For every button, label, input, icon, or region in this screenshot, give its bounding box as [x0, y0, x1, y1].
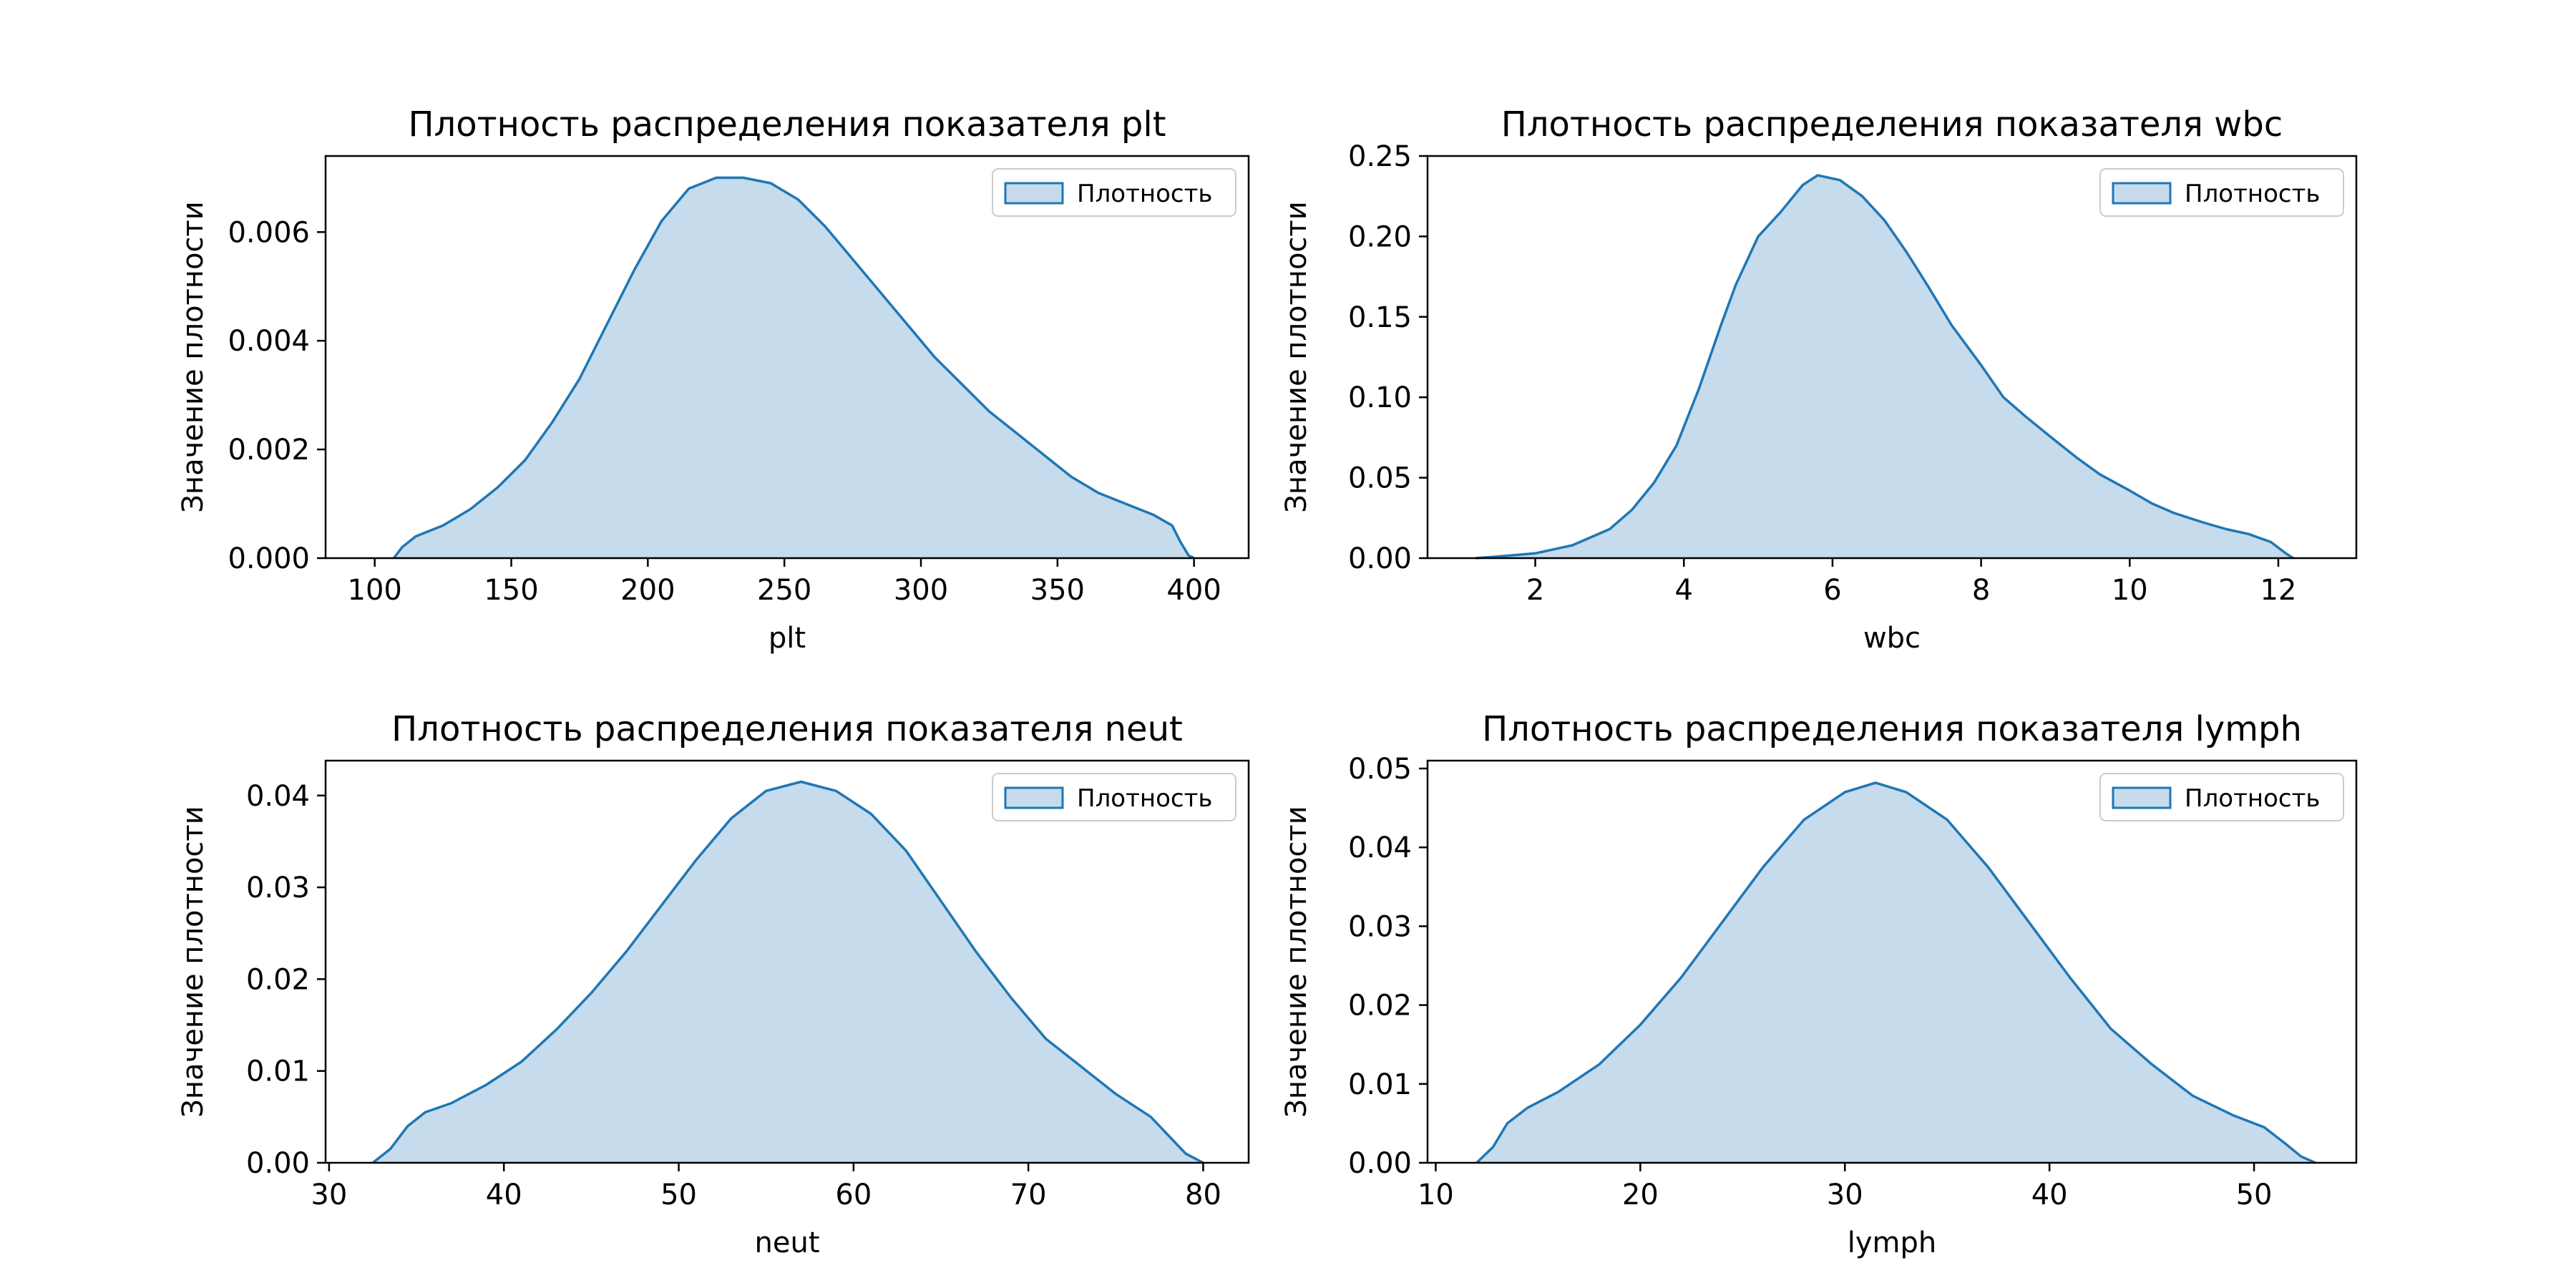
density-area — [1476, 782, 2316, 1163]
x-tick-label: 50 — [660, 1179, 697, 1211]
x-tick-label: 2 — [1526, 574, 1544, 607]
x-tick-label: 80 — [1185, 1179, 1221, 1211]
x-axis-label: lymph — [1848, 1226, 1937, 1259]
legend: Плотность — [992, 168, 1236, 217]
density-line — [371, 780, 1204, 1164]
y-axis-label: Значение плотности — [177, 806, 210, 1117]
legend: Плотность — [2099, 168, 2344, 217]
y-tick-label: 0.006 — [228, 216, 310, 249]
x-tick-label: 400 — [1166, 574, 1221, 607]
x-tick-label: 70 — [1010, 1179, 1047, 1211]
x-tick-label: 10 — [2112, 574, 2148, 607]
x-tick-label: 150 — [484, 574, 538, 607]
legend-swatch — [1004, 786, 1064, 809]
legend-swatch — [2112, 786, 2172, 809]
density-area — [394, 177, 1194, 558]
axes-frame — [1426, 759, 2358, 1164]
density-line — [1475, 781, 2316, 1164]
x-tick-label: 200 — [620, 574, 675, 607]
x-tick-label: 300 — [894, 574, 948, 607]
legend-label: Плотность — [2185, 784, 2320, 813]
legend-label: Плотность — [1077, 180, 1212, 208]
density-line — [1475, 174, 2294, 560]
y-tick-label: 0.03 — [1348, 910, 1412, 943]
x-tick-label: 4 — [1675, 574, 1693, 607]
x-tick-label: 100 — [348, 574, 402, 607]
y-tick-label: 0.20 — [1348, 220, 1412, 253]
y-tick-label: 0.15 — [1348, 301, 1412, 334]
x-tick-label: 50 — [2236, 1179, 2273, 1211]
y-tick-label: 0.05 — [1348, 753, 1412, 786]
y-tick-label: 0.02 — [246, 963, 310, 996]
x-axis-label: neut — [755, 1226, 820, 1259]
legend: Плотность — [2099, 773, 2344, 821]
y-tick-label: 0.04 — [246, 780, 310, 813]
chart-title: Плотность распределения показателя lymph — [1482, 709, 2302, 749]
y-axis-label: Значение плотности — [177, 201, 210, 512]
y-tick-label: 0.02 — [1348, 990, 1412, 1023]
x-tick-label: 250 — [757, 574, 811, 607]
y-tick-label: 0.03 — [246, 872, 310, 904]
x-tick-label: 8 — [1972, 574, 1990, 607]
x-tick-label: 40 — [486, 1179, 522, 1211]
chart-panel-1: 100 150 200 250 300 350 400 0.000 0.002 0.004 0.00… — [177, 104, 1250, 655]
density-area — [1475, 175, 2293, 558]
legend-label: Плотность — [2185, 180, 2320, 208]
density-area — [373, 781, 1204, 1163]
x-tick-label: 60 — [835, 1179, 872, 1211]
y-tick-label: 0.01 — [246, 1055, 310, 1088]
x-tick-label: 30 — [311, 1179, 347, 1211]
y-tick-label: 0.01 — [1348, 1068, 1412, 1101]
x-tick-label: 30 — [1827, 1179, 1863, 1211]
legend-swatch — [2112, 182, 2172, 205]
x-axis-label: wbc — [1863, 622, 1921, 655]
x-tick-label: 6 — [1823, 574, 1841, 607]
chart-panel-3: 30 40 50 60 70 80 0.00 0.01 0.02 0.03 0.04 Плотност… — [177, 709, 1250, 1259]
x-tick-label: 10 — [1418, 1179, 1454, 1211]
y-tick-label: 0.00 — [246, 1147, 310, 1180]
chart-title: Плотность распределения показателя neut — [391, 709, 1183, 749]
y-tick-label: 0.000 — [228, 542, 310, 575]
y-tick-label: 0.25 — [1348, 140, 1412, 173]
legend: Плотность — [992, 773, 1236, 821]
y-axis-label: Значение плотности — [1280, 806, 1313, 1117]
axes-frame — [324, 155, 1250, 560]
axes-frame — [324, 759, 1250, 1164]
y-tick-label: 0.05 — [1348, 462, 1412, 495]
legend-swatch — [1004, 182, 1064, 205]
y-tick-label: 0.004 — [228, 325, 310, 358]
y-tick-label: 0.00 — [1348, 542, 1412, 575]
x-tick-label: 20 — [1622, 1179, 1659, 1211]
x-axis-label: plt — [769, 622, 806, 655]
y-tick-label: 0.04 — [1348, 831, 1412, 864]
chart-title: Плотность распределения показателя wbc — [1501, 104, 2283, 145]
chart-panel-4: 10 20 30 40 50 0.00 0.01 0.02 0.03 0.04 0.05 Плотно… — [1280, 709, 2358, 1259]
legend-label: Плотность — [1077, 784, 1212, 813]
y-axis-label: Значение плотности — [1280, 201, 1313, 512]
density-line — [393, 176, 1195, 560]
axes-frame — [1426, 155, 2358, 560]
x-tick-label: 350 — [1030, 574, 1085, 607]
x-tick-label: 40 — [2031, 1179, 2068, 1211]
chart-panel-2: 2 4 6 8 10 12 0.00 0.05 0.10 0.15 0.20 0.25 Плотност… — [1280, 104, 2358, 655]
y-tick-label: 0.002 — [228, 434, 310, 467]
x-tick-label: 12 — [2260, 574, 2297, 607]
y-tick-label: 0.10 — [1348, 381, 1412, 414]
chart-title: Плотность распределения показателя plt — [408, 104, 1166, 145]
y-tick-label: 0.00 — [1348, 1147, 1412, 1180]
